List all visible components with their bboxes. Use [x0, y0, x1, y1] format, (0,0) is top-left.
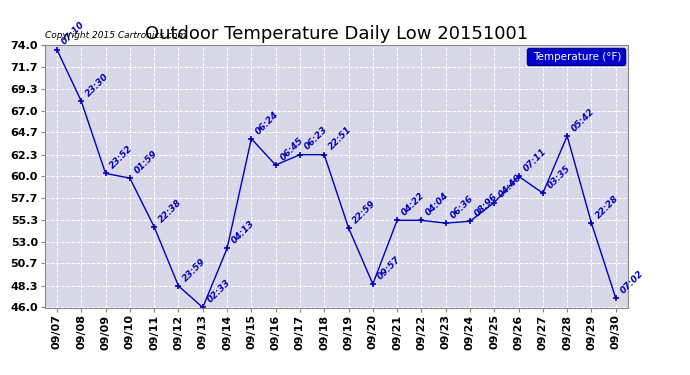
Text: 23:30: 23:30: [84, 72, 110, 99]
Text: 04:22: 04:22: [400, 191, 426, 217]
Text: 06:36: 06:36: [448, 194, 475, 220]
Text: 07:10: 07:10: [60, 20, 86, 47]
Text: 01:59: 01:59: [132, 149, 159, 176]
Legend: Temperature (°F): Temperature (°F): [527, 48, 624, 65]
Text: 03:35: 03:35: [546, 164, 572, 190]
Text: 04:04: 04:04: [424, 191, 451, 217]
Text: 06:23: 06:23: [303, 125, 329, 152]
Text: 22:51: 22:51: [327, 125, 353, 152]
Text: 07:02: 07:02: [618, 269, 645, 296]
Text: 22:28: 22:28: [594, 194, 621, 220]
Text: 22:59: 22:59: [351, 198, 378, 225]
Text: 07:11: 07:11: [522, 147, 548, 174]
Text: 23:59: 23:59: [181, 256, 208, 283]
Text: 06:45: 06:45: [279, 136, 305, 162]
Text: 22:38: 22:38: [157, 198, 184, 224]
Text: Copyright 2015 Cartronics.com: Copyright 2015 Cartronics.com: [45, 31, 186, 40]
Text: 06:24: 06:24: [254, 110, 281, 136]
Text: 08:96: 08:96: [473, 192, 500, 219]
Text: 02:33: 02:33: [206, 278, 232, 305]
Text: 04:46: 04:46: [497, 173, 524, 200]
Text: 23:52: 23:52: [108, 144, 135, 171]
Text: 04:13: 04:13: [230, 219, 257, 246]
Text: 05:42: 05:42: [570, 106, 597, 133]
Title: Outdoor Temperature Daily Low 20151001: Outdoor Temperature Daily Low 20151001: [145, 26, 528, 44]
Text: 09:57: 09:57: [375, 255, 402, 281]
